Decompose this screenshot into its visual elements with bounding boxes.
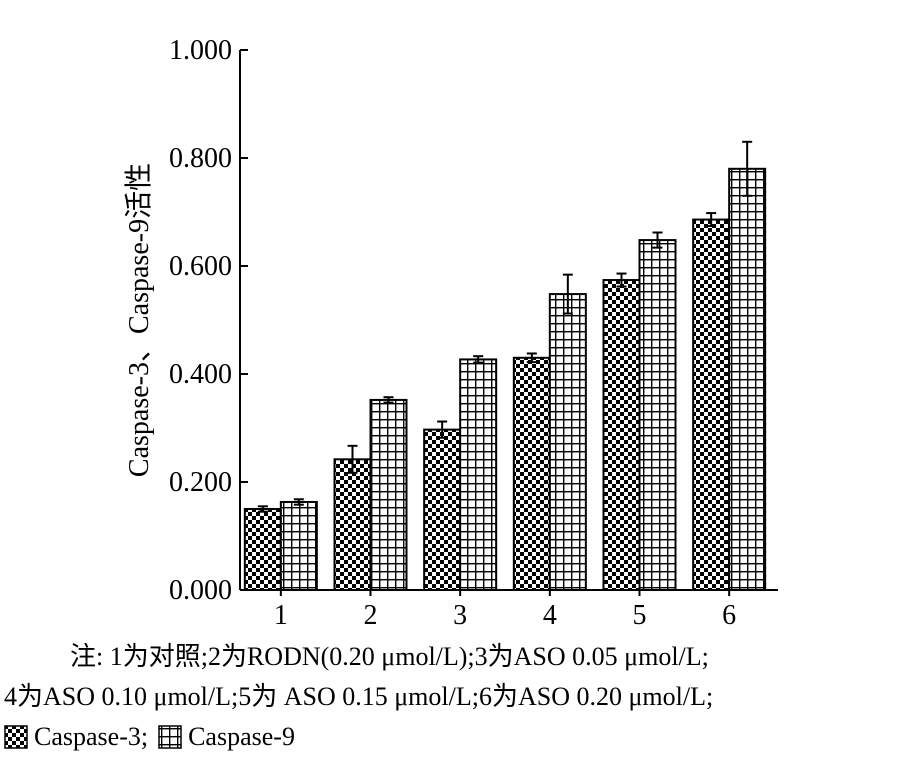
axes: 0.000 0.200 0.400 0.600 0.800 1.000 1 2 3 4 5 6: [169, 35, 778, 631]
bar-chart: 0.000 0.200 0.400 0.600 0.800 1.000 1 2 3 4 5 6 Cas…: [123, 35, 778, 631]
bar-caspase9: [638, 239, 677, 592]
y-tick-label: 0.600: [169, 251, 232, 282]
y-tick-label: 1.000: [169, 35, 232, 66]
y-tick-label: 0.400: [169, 359, 232, 390]
x-tick-label: 3: [453, 600, 467, 631]
legend: Caspase-3; Caspase-9: [4, 720, 305, 754]
x-tick-label: 4: [543, 600, 557, 631]
bar-caspase9: [459, 358, 498, 592]
x-tick-label: 1: [274, 600, 288, 631]
note-line-2: 4为ASO 0.10 μmol/L;5为 ASO 0.15 μmol/L;6为A…: [4, 682, 714, 711]
bar-caspase3: [423, 428, 462, 591]
legend-label-caspase3: Caspase-3;: [34, 722, 149, 751]
y-axis-title: Caspase-3、Caspase-9活性: [123, 163, 155, 477]
legend-label-caspase9: Caspase-9: [188, 722, 295, 751]
y-tick-label: 0.000: [169, 575, 232, 606]
bar-caspase9: [279, 500, 318, 592]
bar-caspase3: [602, 279, 641, 591]
x-tick-label: 2: [364, 600, 378, 631]
legend-swatch-caspase9: [158, 725, 182, 749]
x-tick-label: 6: [722, 600, 736, 631]
bar-caspase9: [728, 167, 767, 592]
legend-swatch-caspase3: [4, 725, 28, 749]
y-tick-label: 0.200: [169, 467, 232, 498]
bar-caspase3: [333, 458, 372, 591]
bar-caspase3: [512, 356, 551, 591]
bars: [243, 140, 767, 592]
y-tick-label: 0.800: [169, 143, 232, 174]
bar-caspase3: [243, 508, 282, 591]
note-line-1: 注: 1为对照;2为RODN(0.20 μmol/L);3为ASO 0.05 μ…: [70, 642, 709, 671]
x-tick-label: 5: [633, 600, 647, 631]
bar-caspase3: [692, 218, 731, 591]
bar-caspase9: [548, 293, 587, 591]
bar-caspase9: [369, 398, 408, 592]
